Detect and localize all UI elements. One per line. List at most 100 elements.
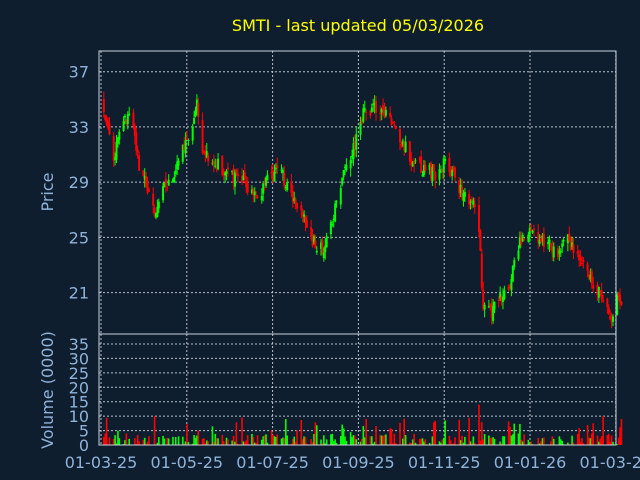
candle-body: [421, 174, 424, 177]
candle-body: [173, 176, 176, 183]
volume-bar: [461, 435, 463, 445]
volume-bar: [242, 441, 245, 445]
candle-body: [253, 191, 256, 196]
volume-bar: [351, 437, 353, 445]
volume-bar: [260, 439, 263, 445]
candle-body: [266, 174, 269, 181]
candle-body: [442, 158, 445, 172]
volume-bar: [363, 437, 366, 445]
candle-body: [428, 165, 431, 170]
chart-title: SMTI - last updated 05/03/2026: [232, 16, 484, 35]
x-tick-label: 01-07-25: [236, 453, 309, 472]
candle-body: [401, 140, 404, 145]
volume-bar: [459, 440, 462, 445]
volume-bar: [112, 439, 115, 445]
candle-body: [339, 188, 342, 205]
candle-body: [222, 171, 225, 176]
candle-body: [400, 144, 403, 146]
candle-body: [619, 295, 622, 303]
candle-body: [105, 118, 108, 125]
candle-body: [226, 167, 229, 170]
volume-bar: [540, 441, 542, 445]
volume-bar: [355, 439, 358, 445]
volume-bar: [263, 435, 266, 445]
candle-body: [597, 286, 600, 298]
volume-bar: [530, 441, 532, 445]
volume-bar: [421, 438, 424, 445]
candle-body: [518, 237, 521, 248]
candle-body: [489, 304, 492, 307]
price-y-tick-label: 29: [69, 173, 89, 192]
volume-bar: [256, 435, 259, 445]
candle-body: [236, 173, 239, 177]
volume-bar: [591, 433, 593, 445]
candle-body: [153, 208, 156, 216]
candle-body: [177, 160, 180, 166]
volume-bar: [402, 438, 404, 445]
candle-body: [280, 169, 283, 171]
candle-body: [329, 221, 332, 235]
candle-body: [588, 274, 591, 278]
candle-body: [167, 179, 170, 186]
volume-bar: [571, 435, 573, 445]
volume-bar: [232, 435, 235, 445]
volume-panel-frame: [98, 333, 617, 446]
volume-bar: [479, 440, 482, 445]
volume-bar: [158, 437, 160, 445]
candle-body: [273, 172, 276, 182]
candle-body: [617, 293, 620, 296]
volume-bar: [441, 439, 444, 445]
volume-y-tick-label: 15: [69, 393, 89, 412]
volume-bar: [142, 439, 145, 445]
candle-body: [156, 206, 159, 218]
volume-bar: [369, 436, 372, 445]
volume-bar: [581, 437, 583, 445]
candle-body: [211, 162, 214, 164]
volume-bar: [349, 432, 352, 445]
volume-bar: [335, 443, 338, 445]
volume-bar: [538, 443, 541, 445]
volume-bar: [213, 441, 215, 445]
candle-body: [205, 151, 208, 158]
candle-body: [468, 194, 471, 205]
candle-body: [568, 233, 571, 241]
volume-bar: [156, 442, 159, 445]
volume-bar: [558, 436, 561, 445]
candle-body: [126, 114, 129, 125]
candle-body: [379, 112, 382, 114]
candle-body: [202, 152, 205, 154]
candle-body: [162, 185, 165, 201]
candle-body: [451, 169, 454, 176]
candle-body: [314, 240, 317, 249]
volume-bar: [403, 418, 406, 445]
candle-body: [311, 235, 314, 246]
candle-body: [537, 232, 540, 243]
candle-body: [576, 251, 579, 254]
candle-body: [586, 263, 589, 272]
candle-body: [383, 107, 386, 118]
volume-bar: [345, 440, 348, 445]
candle-body: [493, 301, 496, 310]
candle-body: [352, 143, 355, 160]
candle-body: [611, 316, 614, 322]
candle-body: [418, 158, 421, 161]
candle-body: [372, 103, 375, 105]
volume-bar: [499, 441, 501, 445]
volume-bar: [227, 439, 229, 445]
volume-bar: [125, 433, 128, 445]
candle-body: [411, 162, 414, 167]
candle-body: [344, 166, 347, 168]
candle-body: [547, 241, 550, 244]
candle-body: [233, 172, 236, 187]
volume-bar: [118, 438, 121, 445]
volume-bar: [191, 443, 194, 445]
candle-body: [143, 175, 146, 180]
candle-body: [590, 271, 593, 284]
volume-bar: [231, 440, 233, 445]
volume-bar: [135, 443, 138, 445]
volume-bar: [471, 442, 473, 445]
candle-body: [473, 204, 476, 208]
volume-bar: [241, 417, 243, 445]
candle-body: [225, 170, 228, 175]
volume-bar: [304, 436, 307, 445]
